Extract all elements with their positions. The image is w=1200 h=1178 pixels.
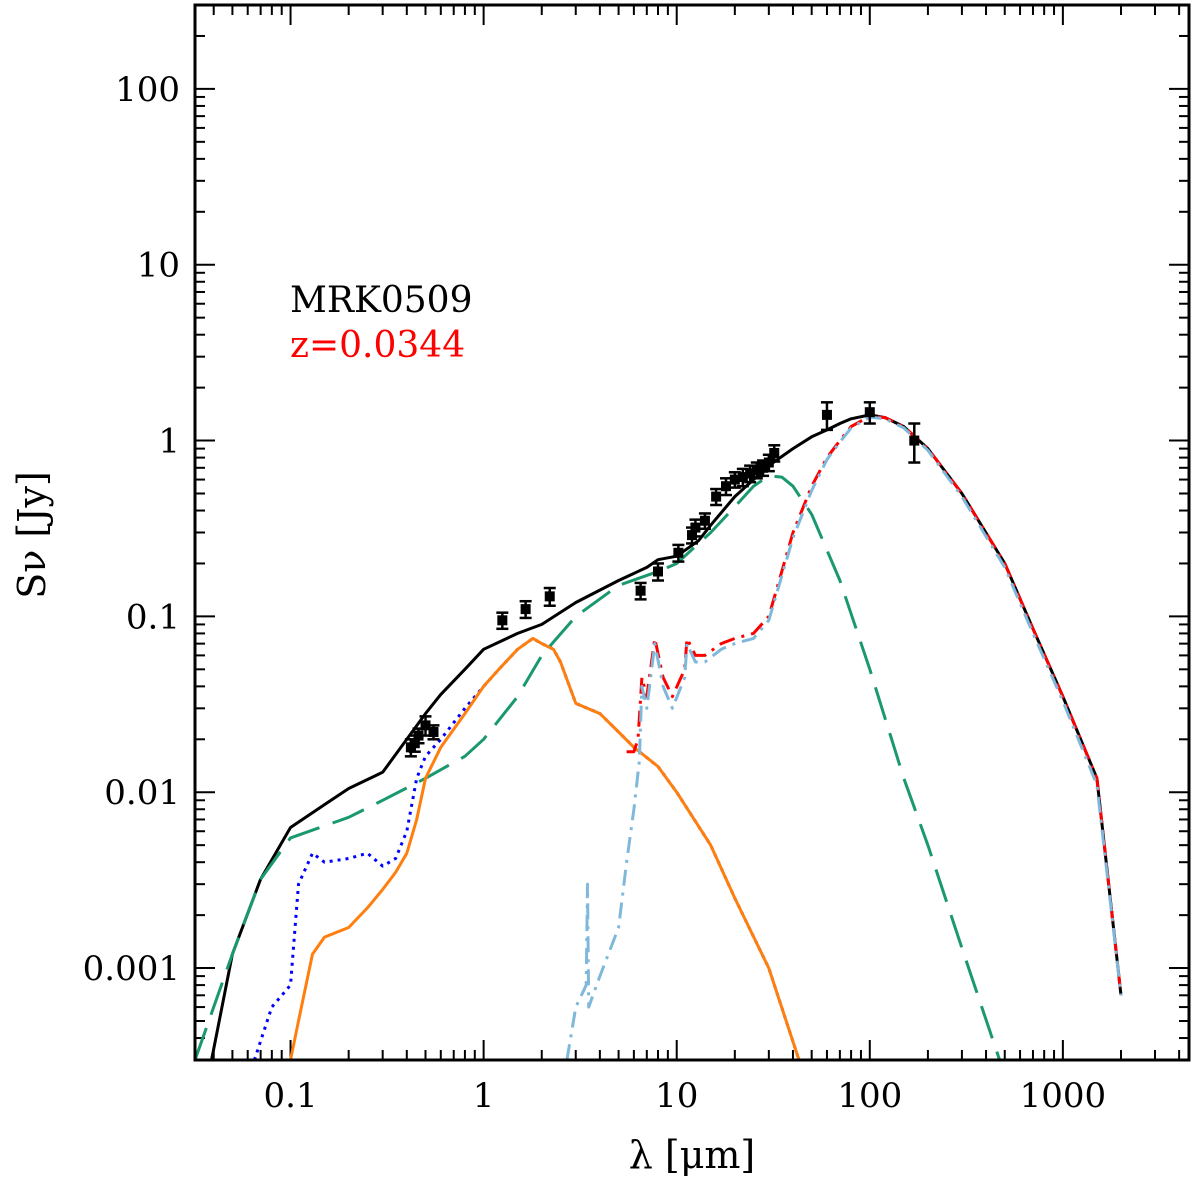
series-line-1	[195, 474, 1002, 1060]
series-line-5	[565, 415, 1123, 1060]
y-tick-label: 0.001	[83, 949, 180, 989]
series-line-0	[210, 413, 1123, 1060]
x-tick-label: 10	[655, 1076, 698, 1116]
data-point	[420, 720, 431, 731]
x-tick-label: 1	[473, 1076, 495, 1116]
y-tick-label: 10	[137, 246, 180, 286]
tick-labels-group: 0.1 1 10 100 1000 0.001 0.01 0.1 1 10 100	[83, 70, 1106, 1116]
data-point	[497, 615, 508, 626]
data-point	[751, 465, 762, 476]
data-point	[687, 530, 697, 541]
y-tick-label: 0.1	[126, 597, 180, 637]
data-point	[821, 409, 832, 420]
data-point	[909, 435, 920, 446]
data-point	[690, 522, 701, 533]
y-axis-title: Sν [Jy]	[10, 471, 54, 599]
data-point	[652, 566, 663, 577]
y-tick-label: 0.01	[104, 773, 180, 813]
data-point	[520, 604, 531, 615]
x-axis-title: λ [μm]	[629, 1133, 756, 1177]
data-point	[721, 481, 732, 492]
object-name-label: MRK0509	[290, 280, 472, 321]
series-group	[195, 413, 1123, 1060]
data-point	[745, 468, 756, 479]
data-point	[428, 727, 439, 738]
y-tick-label: 100	[115, 70, 180, 110]
data-point	[769, 447, 780, 458]
data-point	[413, 730, 424, 741]
x-tick-label: 0.1	[264, 1076, 318, 1116]
plot-frame	[193, 3, 1191, 1062]
x-tick-label: 100	[837, 1076, 902, 1116]
y-tick-label: 1	[158, 422, 180, 462]
data-point	[544, 591, 555, 602]
observed-points-group	[404, 401, 921, 758]
x-tick-label: 1000	[1020, 1076, 1107, 1116]
data-point	[635, 585, 646, 596]
data-point	[864, 407, 875, 418]
axis-ticks	[195, 4, 1189, 1061]
data-point	[758, 462, 769, 473]
series-line-3	[289, 636, 801, 1060]
data-point	[711, 491, 722, 502]
series-line-2	[252, 636, 801, 1060]
data-point	[729, 474, 740, 485]
data-point	[737, 472, 748, 483]
series-line-4	[626, 414, 1123, 996]
data-point	[699, 515, 710, 526]
data-point	[673, 547, 684, 558]
redshift-label: z=0.0344	[290, 325, 465, 366]
